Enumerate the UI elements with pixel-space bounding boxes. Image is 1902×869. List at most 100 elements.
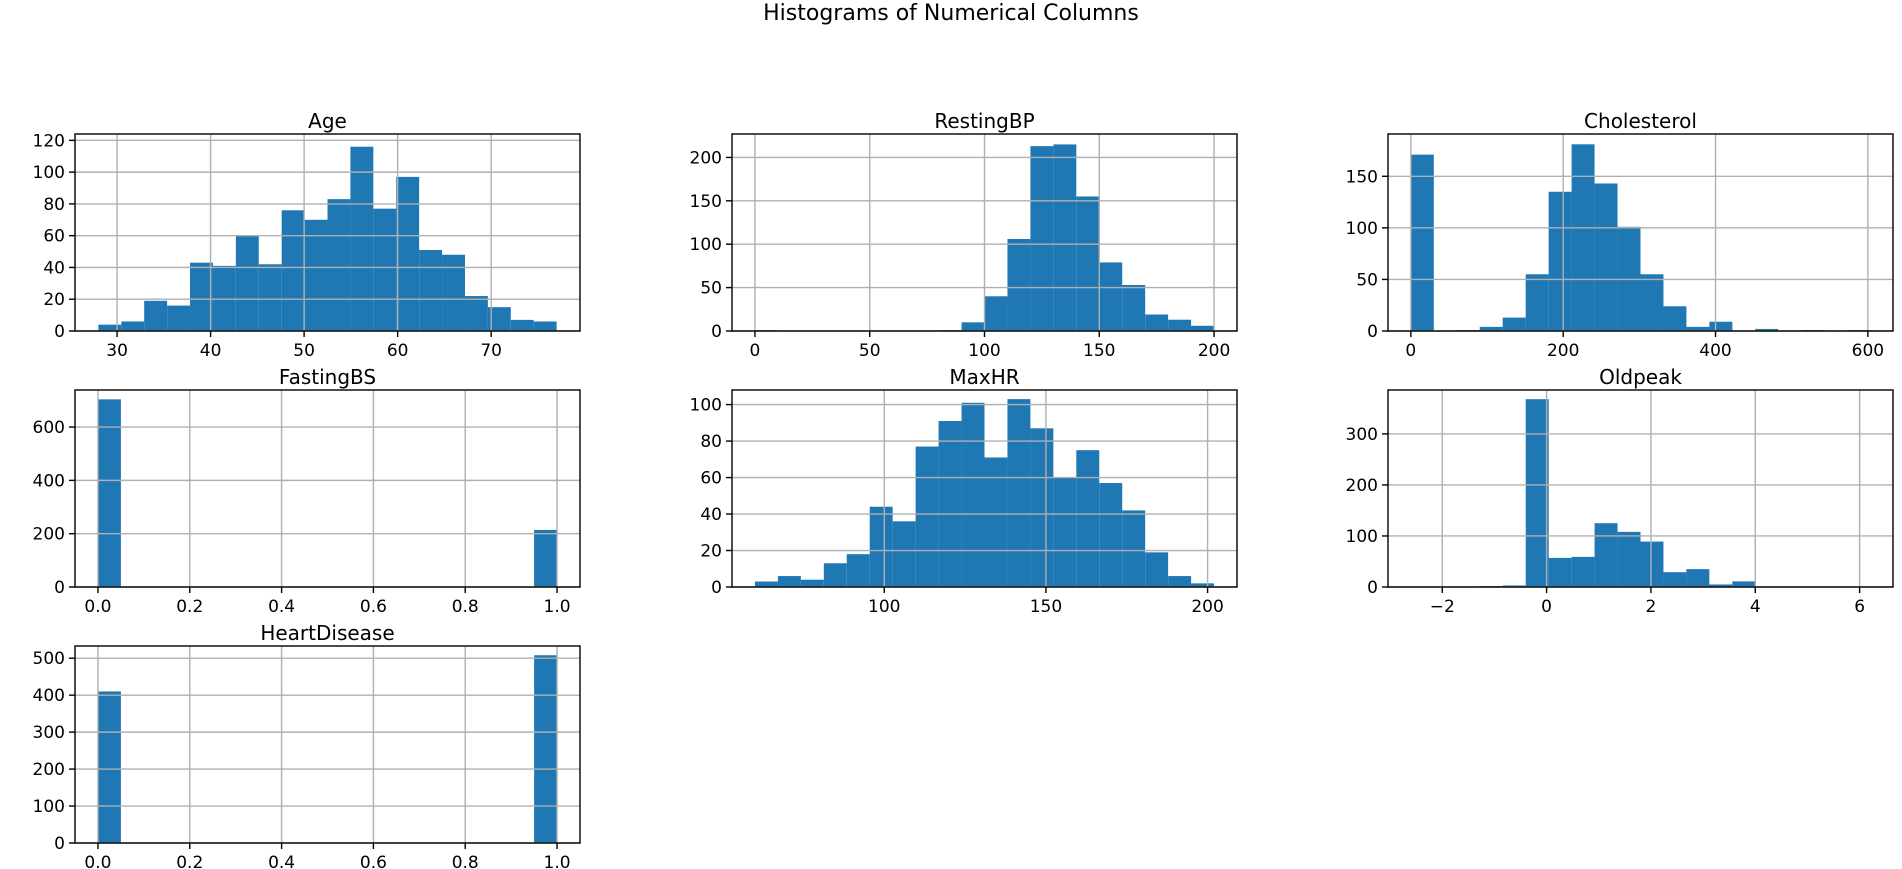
fastingbs-y-tick-label: 200: [33, 525, 65, 545]
age-y-tick-label: 20: [43, 290, 65, 310]
oldpeak-bar: [1571, 556, 1595, 587]
restingbp-x-tick-label: 50: [859, 341, 881, 361]
age-bar: [304, 219, 328, 331]
age-bar: [350, 146, 374, 331]
restingbp-title: RestingBP: [934, 109, 1034, 133]
cholesterol-bar: [1525, 274, 1549, 331]
maxhr-bar: [961, 402, 985, 587]
cholesterol-x-tick-label: 600: [1852, 341, 1884, 361]
restingbp-bar: [1145, 314, 1169, 331]
oldpeak-bar: [1617, 531, 1641, 587]
fastingbs-y-tick-label: 400: [33, 471, 65, 491]
maxhr-bar: [1122, 510, 1146, 587]
maxhr-x-tick-label: 150: [1030, 597, 1062, 617]
fastingbs-x-tick-label: 0.6: [360, 597, 387, 617]
age-y-tick-label: 80: [43, 195, 65, 215]
cholesterol-x-tick-label: 400: [1699, 341, 1731, 361]
oldpeak-title: Oldpeak: [1599, 365, 1682, 389]
age-bar: [167, 305, 191, 331]
maxhr-bar: [869, 506, 893, 587]
restingbp-x-tick-label: 0: [750, 341, 761, 361]
age-bar: [373, 208, 397, 331]
cholesterol-bar: [1571, 144, 1595, 331]
cholesterol-bar: [1594, 183, 1618, 331]
age-bar: [327, 199, 351, 331]
age-bar: [235, 235, 259, 331]
maxhr-bar: [846, 554, 870, 587]
histogram-heartdisease: 0.0 0.2 0.4 0.6 0.8 1.0 0 100 200 300 400 500 HeartD…: [33, 621, 581, 869]
age-x-tick-label: 30: [106, 341, 128, 361]
oldpeak-bar: [1502, 585, 1526, 587]
restingbp-y-tick-label: 150: [690, 192, 722, 212]
oldpeak-y-tick-label: 200: [1346, 476, 1378, 496]
maxhr-bar: [892, 521, 916, 587]
restingbp-y-tick-label: 0: [711, 322, 722, 342]
heartdisease-y-tick-label: 400: [33, 686, 65, 706]
cholesterol-x-tick-label: 0: [1405, 341, 1416, 361]
restingbp-bar: [1122, 285, 1146, 331]
maxhr-bar: [1076, 450, 1100, 587]
age-bar: [281, 210, 305, 331]
heartdisease-x-tick-label: 0.8: [452, 853, 479, 869]
cholesterol-bar: [1502, 317, 1526, 331]
cholesterol-y-tick-label: 100: [1346, 219, 1378, 239]
fastingbs-x-tick-label: 1.0: [544, 597, 571, 617]
heartdisease-y-tick-label: 300: [33, 723, 65, 743]
age-y-tick-label: 40: [43, 258, 65, 278]
age-axes-frame: [74, 133, 581, 332]
heartdisease-x-tick-label: 0.6: [360, 853, 387, 869]
oldpeak-bar: [1594, 523, 1618, 587]
restingbp-bar: [1053, 144, 1077, 331]
maxhr-bar: [1191, 583, 1215, 587]
cholesterol-title: Cholesterol: [1584, 109, 1697, 133]
maxhr-bar: [823, 563, 847, 587]
restingbp-bar: [1030, 146, 1054, 331]
cholesterol-bar: [1755, 328, 1779, 331]
heartdisease-y-tick-label: 500: [33, 649, 65, 669]
age-bar: [144, 300, 168, 331]
oldpeak-y-tick-label: 0: [1367, 578, 1378, 598]
age-y-tick-label: 60: [43, 227, 65, 247]
heartdisease-bar: [534, 655, 558, 843]
age-title: Age: [308, 109, 347, 133]
cholesterol-bar: [1410, 154, 1434, 331]
oldpeak-x-tick-label: 2: [1646, 597, 1657, 617]
age-y-tick-label: 120: [33, 131, 65, 151]
maxhr-y-tick-label: 20: [700, 542, 722, 562]
age-bar: [190, 262, 213, 331]
maxhr-bar: [800, 579, 824, 587]
oldpeak-axes-frame: [1387, 389, 1894, 588]
oldpeak-bar: [1686, 569, 1710, 587]
cholesterol-y-tick-label: 50: [1356, 270, 1378, 290]
fastingbs-title: FastingBS: [279, 365, 376, 389]
cholesterol-bar: [1686, 326, 1710, 331]
cholesterol-bar: [1709, 321, 1733, 331]
maxhr-bar: [777, 576, 801, 587]
age-y-tick-label: 100: [33, 163, 65, 183]
age-bar: [212, 265, 236, 331]
oldpeak-bar: [1640, 541, 1664, 587]
oldpeak-bar: [1732, 581, 1756, 587]
age-bar: [98, 324, 122, 331]
maxhr-x-tick-label: 200: [1191, 597, 1223, 617]
fastingbs-x-tick-label: 0.0: [84, 597, 111, 617]
restingbp-y-tick-label: 200: [690, 148, 722, 168]
oldpeak-y-tick-label: 100: [1346, 527, 1378, 547]
restingbp-x-tick-label: 100: [968, 341, 1000, 361]
cholesterol-y-tick-label: 150: [1346, 167, 1378, 187]
heartdisease-x-tick-label: 0.0: [84, 853, 111, 869]
restingbp-y-tick-label: 50: [700, 279, 722, 299]
restingbp-bar: [1099, 262, 1123, 331]
histogram-fastingbs: 0.0 0.2 0.4 0.6 0.8 1.0 0 200 400 600 FastingBS: [33, 365, 581, 617]
oldpeak-bar: [1548, 557, 1572, 587]
restingbp-x-tick-label: 200: [1198, 341, 1230, 361]
restingbp-bar: [961, 322, 985, 331]
cholesterol-bar: [1548, 191, 1572, 331]
oldpeak-bar: [1525, 399, 1549, 587]
heartdisease-x-tick-label: 0.4: [268, 853, 295, 869]
fastingbs-y-tick-label: 0: [54, 578, 65, 598]
age-bar: [533, 321, 557, 331]
maxhr-bar: [915, 446, 939, 587]
heartdisease-y-tick-label: 100: [33, 797, 65, 817]
